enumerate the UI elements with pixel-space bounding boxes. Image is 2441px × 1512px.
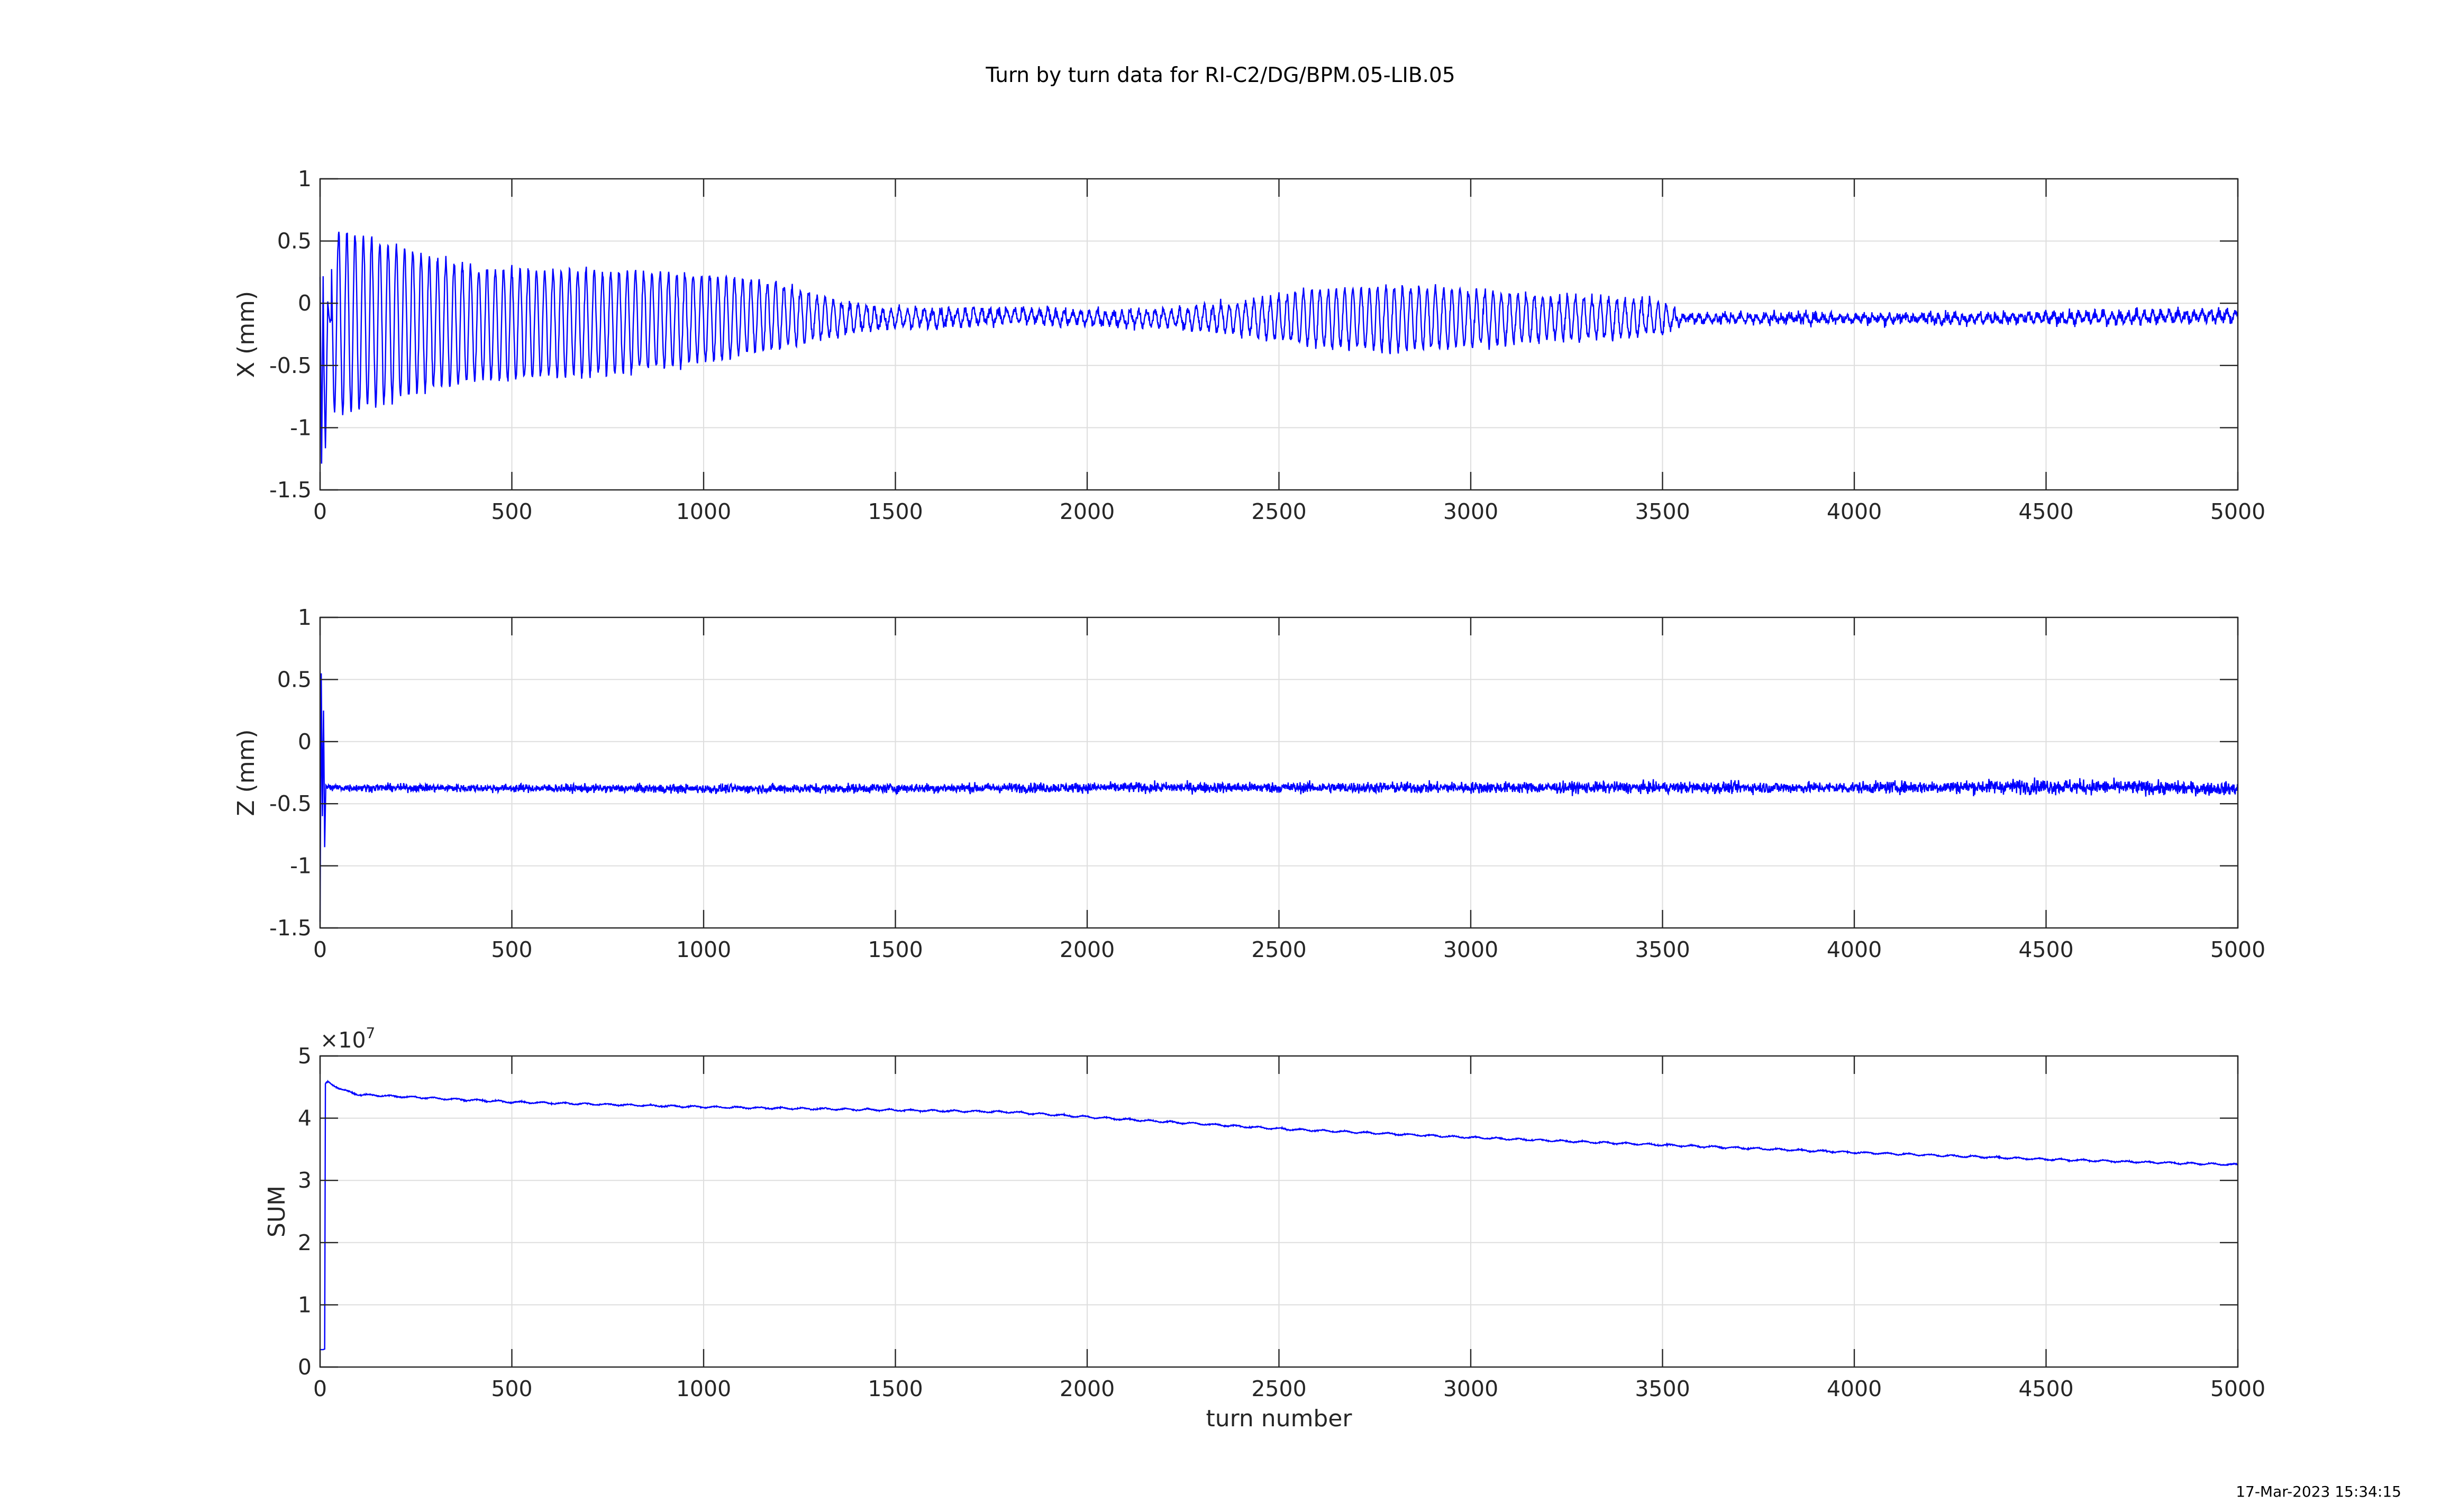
x-position-xtick-label: 1000: [676, 499, 731, 524]
sum-signal-panel: 0 500 1000 1500 2000 2500 3000 3500 4000 4500 5000…: [263, 1024, 2265, 1432]
x-position-ylabel: X (mm): [233, 291, 260, 378]
x-position-xtick-label: 1500: [868, 499, 923, 524]
sum-signal-ytick-label: 4: [298, 1106, 312, 1131]
sum-signal-ytick-label: 2: [298, 1230, 312, 1255]
z-position-ytick-label: -0.5: [269, 791, 312, 816]
sum-signal-xtick-label: 4500: [2018, 1376, 2073, 1401]
z-position-xtick-label: 3500: [1635, 937, 1690, 962]
sum-signal-xtick-label: 1500: [868, 1376, 923, 1401]
z-position-ytick-label: 0: [298, 729, 312, 754]
sum-signal-xtick-label: 4000: [1827, 1376, 1882, 1401]
x-position-xtick-label: 2500: [1251, 499, 1306, 524]
sum-signal-xlabel: turn number: [1206, 1405, 1352, 1432]
x-position-xtick-label: 3500: [1635, 499, 1690, 524]
z-position-ytick-label: -1.5: [269, 915, 312, 941]
sum-signal-ytick-label: 5: [298, 1043, 312, 1069]
x-position-xtick-label: 0: [313, 499, 327, 524]
x-position-ytick-label: -1: [290, 415, 312, 440]
x-position-xtick-label: 5000: [2210, 499, 2265, 524]
sum-signal-xtick-label: 3500: [1635, 1376, 1690, 1401]
sum-signal-ytick-label: 3: [298, 1168, 312, 1193]
x-position-xtick-label: 3000: [1443, 499, 1498, 524]
sum-signal-exponent-power: 7: [366, 1024, 376, 1042]
z-position-xtick-label: 1000: [676, 937, 731, 962]
sum-signal-ytick-label: 1: [298, 1292, 312, 1317]
x-position-ytick-label: -1.5: [269, 477, 312, 503]
sum-signal-xtick-label: 500: [491, 1376, 532, 1401]
z-position-xtick-label: 500: [491, 937, 532, 962]
sum-signal-xtick-label: 0: [313, 1376, 327, 1401]
x-position-xtick-label: 4000: [1827, 499, 1882, 524]
z-position-xtick-label: 5000: [2210, 937, 2265, 962]
x-position-xtick-label: 4500: [2018, 499, 2073, 524]
x-position-ytick-label: 0.5: [277, 229, 312, 254]
z-position-ytick-label: -1: [290, 853, 312, 879]
z-position-xtick-label: 1500: [868, 937, 923, 962]
x-position-series-line: [319, 231, 2239, 464]
z-position-xtick-label: 2500: [1251, 937, 1306, 962]
z-position-xtick-label: 4000: [1827, 937, 1882, 962]
figure-title: Turn by turn data for RI-C2/DG/BPM.05-LI…: [985, 63, 1455, 87]
x-position-panel: 0 500 1000 1500 2000 2500 3000 3500 4000 4500 5000…: [233, 166, 2265, 524]
z-position-ytick-label: 0.5: [277, 667, 312, 692]
z-position-xtick-label: 2000: [1060, 937, 1115, 962]
z-position-xtick-label: 3000: [1443, 937, 1498, 962]
x-position-xtick-label: 2000: [1060, 499, 1115, 524]
sum-signal-xtick-label: 2000: [1060, 1376, 1115, 1401]
z-position-xtick-label: 4500: [2018, 937, 2073, 962]
z-position-ytick-label: 1: [298, 605, 312, 630]
sum-signal-ylabel: SUM: [263, 1186, 290, 1237]
x-position-ytick-label: 1: [298, 166, 312, 192]
z-position-panel: 0 500 1000 1500 2000 2500 3000 3500 4000 4500 5000…: [233, 605, 2265, 962]
x-position-ytick-label: -0.5: [269, 353, 312, 378]
z-position-series-line: [319, 673, 2239, 922]
x-position-xtick-label: 500: [491, 499, 532, 524]
z-position-xtick-label: 0: [313, 937, 327, 962]
z-position-ylabel: Z (mm): [233, 729, 260, 816]
sum-signal-xtick-label: 2500: [1251, 1376, 1306, 1401]
sum-signal-xtick-label: 1000: [676, 1376, 731, 1401]
sum-signal-exponent-label: ×107: [320, 1024, 375, 1053]
timestamp-label: 17-Mar-2023 15:34:15: [2236, 1483, 2401, 1500]
sum-signal-ytick-label: 0: [298, 1354, 312, 1380]
sum-signal-xtick-label: 5000: [2210, 1376, 2265, 1401]
x-position-ytick-label: 0: [298, 290, 312, 316]
sum-signal-xtick-label: 3000: [1443, 1376, 1498, 1401]
sum-signal-series-line: [320, 1079, 2238, 1351]
